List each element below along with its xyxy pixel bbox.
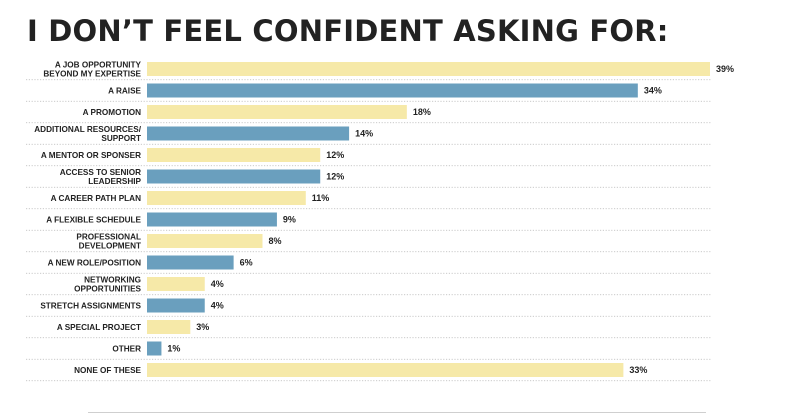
bar (147, 62, 710, 76)
category-label: A SPECIAL PROJECT (57, 323, 141, 332)
bar (147, 320, 190, 334)
value-label: 8% (268, 236, 281, 246)
category-label: ACCESS TO SENIOR LEADERSHIP (60, 168, 142, 186)
value-label: 11% (312, 193, 330, 203)
bar (147, 299, 205, 313)
category-label: A FLEXIBLE SCHEDULE (46, 216, 141, 225)
value-label: 14% (355, 129, 373, 139)
value-label: 34% (644, 86, 662, 96)
bar (147, 127, 349, 141)
bar (147, 148, 320, 162)
value-label: 33% (629, 365, 647, 375)
value-label: 3% (196, 322, 209, 332)
value-label: 9% (283, 215, 296, 225)
category-label: A RAISE (108, 87, 141, 96)
category-label: OTHER (112, 345, 141, 354)
bar (147, 342, 161, 356)
value-label: 12% (326, 150, 344, 160)
bar (147, 213, 277, 227)
category-label: PROFESSIONAL DEVELOPMENT (76, 233, 141, 251)
bar (147, 105, 407, 119)
category-label: A JOB OPPORTUNITY BEYOND MY EXPERTISE (43, 61, 141, 79)
value-label: 4% (211, 301, 224, 311)
category-label: STRETCH ASSIGNMENTS (40, 302, 141, 311)
bar (147, 363, 623, 377)
bar (147, 170, 320, 184)
category-label: A PROMOTION (83, 108, 141, 117)
chart-rows: A JOB OPPORTUNITY BEYOND MY EXPERTISE 39% A… (26, 61, 734, 381)
category-label: ADDITIONAL RESOURCES/SUPPORT (34, 125, 141, 143)
value-label: 39% (716, 64, 734, 74)
category-label: NETWORKING OPPORTUNITIES (74, 276, 141, 294)
value-label: 12% (326, 172, 344, 182)
value-label: 18% (413, 107, 431, 117)
bar (147, 277, 205, 291)
bar (147, 84, 638, 98)
bar (147, 191, 306, 205)
category-label: A CAREER PATH PLAN (51, 194, 141, 203)
value-label: 4% (211, 279, 224, 289)
bottom-divider (88, 412, 706, 413)
value-label: 1% (167, 344, 180, 354)
bar (147, 256, 234, 270)
category-label: NONE OF THESE (74, 366, 141, 375)
category-label: A MENTOR OR SPONSER (41, 151, 141, 160)
category-label: A NEW ROLE/POSITION (48, 259, 141, 268)
value-label: 6% (240, 258, 253, 268)
bar (147, 234, 262, 248)
